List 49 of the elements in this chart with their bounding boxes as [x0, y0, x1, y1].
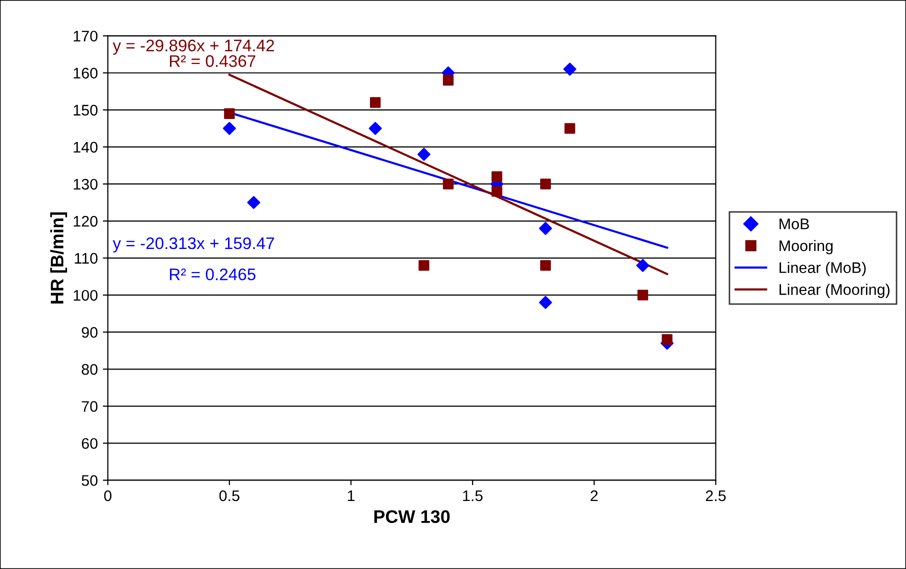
point — [563, 62, 576, 76]
x-axis-title: PCW 130 — [374, 510, 450, 524]
point — [442, 178, 454, 190]
point — [539, 296, 552, 309]
y-tick-label: 120 — [74, 216, 98, 227]
point — [247, 196, 260, 209]
y-tick-label: 70 — [82, 401, 98, 412]
point — [636, 258, 650, 272]
x-tick-label: 2.5 — [706, 490, 726, 502]
y-tick-label: 90 — [82, 326, 98, 338]
point — [370, 97, 381, 108]
y-tick-label: 160 — [74, 68, 98, 79]
y-tick-label: 110 — [74, 252, 98, 264]
legend-label: Linear (MoB) — [780, 262, 866, 276]
legend-label: Linear (Mooring) — [780, 284, 890, 298]
x-tick-label: 2 — [590, 490, 598, 502]
y-tick-label: 170 — [74, 30, 98, 42]
y-tick-label: 50 — [82, 475, 98, 486]
y-tick-label: 140 — [74, 142, 98, 153]
x-tick-label: 0 — [104, 490, 112, 502]
point — [539, 222, 552, 235]
x-tick-label: 0.5 — [219, 490, 240, 502]
x-tick-label: 1.5 — [463, 490, 483, 502]
point — [540, 178, 551, 190]
point — [417, 148, 430, 161]
y-tick-label: 130 — [74, 178, 98, 190]
legend-label: Mooring — [780, 240, 833, 254]
annotation: y = -20.313x + 159.47 — [112, 237, 274, 252]
point — [492, 171, 502, 182]
annotation: R² = 0.2465 — [170, 268, 256, 280]
y-tick-label: 60 — [82, 438, 98, 449]
point — [224, 108, 235, 119]
y-axis-title: HR [B/min] — [50, 212, 68, 304]
y-tick-label: 80 — [82, 364, 98, 375]
point — [222, 122, 236, 135]
point — [637, 290, 648, 300]
annotation: R² = 0.4367 — [170, 55, 256, 67]
point — [442, 74, 454, 86]
legend-label: MoB — [780, 218, 809, 230]
point — [564, 123, 576, 134]
y-tick-label: 100 — [74, 290, 98, 301]
point — [368, 122, 382, 135]
y-tick-label: 150 — [74, 104, 98, 116]
point — [492, 186, 502, 197]
point — [418, 260, 430, 271]
point — [540, 260, 551, 271]
point — [662, 334, 672, 345]
x-tick-label: 1 — [348, 490, 354, 502]
annotation: y = -29.896x + 174.42 — [112, 40, 274, 55]
